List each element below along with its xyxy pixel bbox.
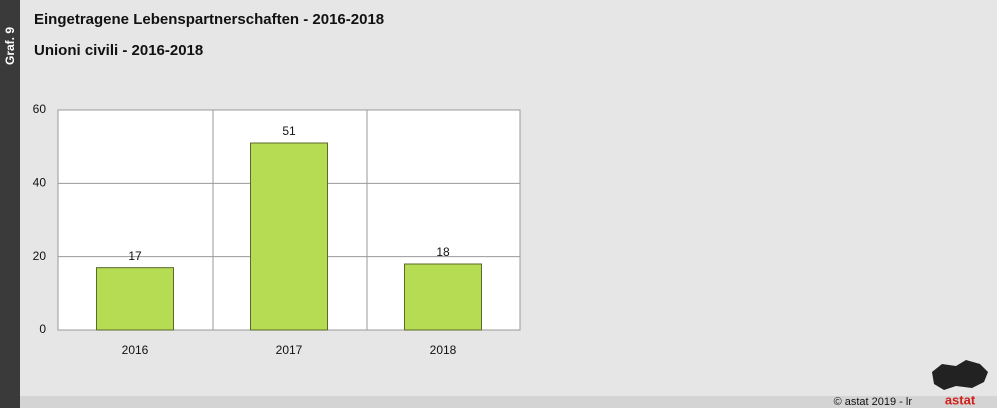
data-label: 17 (128, 249, 142, 263)
y-tick-label: 20 (33, 249, 47, 263)
logo-text: astat (945, 392, 976, 407)
chart-subtitle: Unioni civili - 2016-2018 (34, 42, 203, 59)
footer-band (0, 396, 997, 408)
bar (96, 267, 174, 331)
bar (250, 142, 328, 331)
data-label: 18 (436, 245, 450, 259)
figure-label: Graf. 9 (3, 27, 17, 65)
x-tick-label: 2017 (276, 343, 303, 357)
y-tick-label: 60 (33, 102, 47, 116)
data-label: 51 (282, 124, 296, 138)
credit: © astat 2019 - lr (834, 396, 913, 408)
x-tick-label: 2018 (430, 343, 457, 357)
x-tick-label: 2016 (122, 343, 149, 357)
logo-shape (932, 360, 988, 390)
y-tick-label: 40 (33, 176, 47, 190)
bar (404, 263, 482, 331)
chart-title: Eingetragene Lebenspartnerschaften - 201… (34, 11, 384, 28)
side-strip (0, 0, 20, 408)
y-tick-label: 0 (39, 322, 46, 336)
